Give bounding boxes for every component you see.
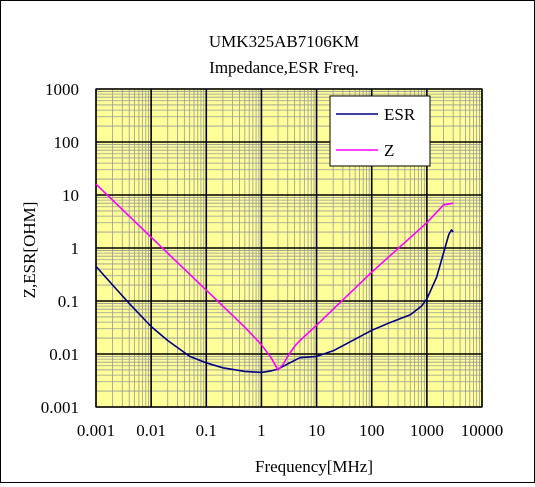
x-tick-label: 100 bbox=[359, 421, 385, 440]
y-tick-label: 0.01 bbox=[49, 345, 79, 364]
x-tick-label: 0.01 bbox=[136, 421, 166, 440]
y-tick-label: 10 bbox=[62, 186, 79, 205]
series-line-esr bbox=[95, 229, 454, 374]
chart-subtitle: Impedance,ESR Freq. bbox=[209, 58, 359, 77]
y-tick-label: 100 bbox=[54, 133, 80, 152]
plot-area: ESR Z bbox=[95, 88, 483, 408]
y-tick-label: 1 bbox=[71, 239, 80, 258]
x-tick-label: 1000 bbox=[410, 421, 444, 440]
grid-lines bbox=[95, 88, 483, 408]
y-axis-label: Z,ESR[OHM] bbox=[20, 202, 39, 299]
x-tick-label: 10000 bbox=[461, 421, 504, 440]
legend: ESR Z bbox=[329, 95, 431, 167]
y-tick-label: 1000 bbox=[45, 80, 79, 99]
x-tick-label: 0.1 bbox=[196, 421, 217, 440]
chart-title: UMK325AB7106KM bbox=[209, 32, 359, 51]
x-tick-label: 10 bbox=[308, 421, 325, 440]
y-tick-label: 0.1 bbox=[58, 292, 79, 311]
x-tick-label: 0.001 bbox=[77, 421, 115, 440]
legend-label: Z bbox=[384, 141, 394, 160]
legend-box bbox=[329, 95, 431, 167]
y-tick-label: 0.001 bbox=[41, 398, 79, 417]
x-axis-label: Frequency[MHz] bbox=[255, 457, 373, 476]
series-line-z bbox=[95, 183, 454, 371]
plot-border bbox=[95, 88, 483, 408]
x-tick-label: 1 bbox=[257, 421, 266, 440]
legend-label: ESR bbox=[384, 105, 416, 124]
